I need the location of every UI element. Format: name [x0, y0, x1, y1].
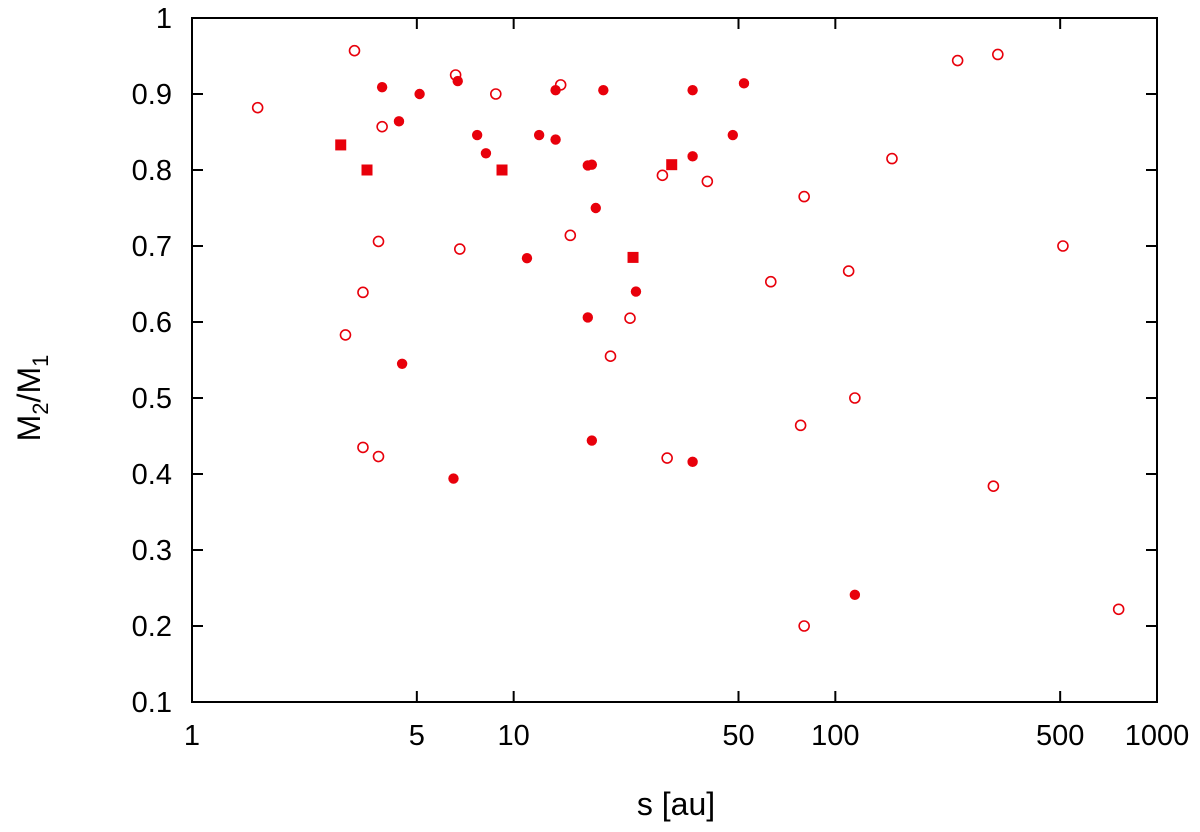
- x-axis-label: s [au]: [637, 786, 715, 822]
- filled-circle-point: [582, 312, 593, 323]
- open-circle-point: [764, 275, 777, 288]
- filled-circle-point: [448, 473, 459, 484]
- open-circle-point: [251, 101, 264, 114]
- y-tick-label: 0.3: [132, 535, 172, 567]
- open-circle-point: [372, 235, 385, 248]
- filled-circle-point: [738, 78, 750, 89]
- y-tick-label: 0.4: [132, 459, 172, 491]
- x-tick-label: 10: [498, 720, 530, 752]
- open-circle-point: [1057, 240, 1069, 252]
- filled-circle-point: [396, 358, 408, 369]
- y-tick-label: 0.7: [132, 231, 172, 263]
- y-axis-label-sep: /M: [11, 367, 47, 403]
- open-circle-point: [842, 265, 855, 277]
- filled-circle-point: [550, 85, 561, 96]
- filled-circle-point: [521, 252, 533, 264]
- open-circle-point: [348, 44, 361, 57]
- y-axis-label: M2/M1: [11, 355, 53, 442]
- y-tick-label: 0.8: [132, 155, 172, 187]
- open-circle-point: [357, 441, 369, 454]
- y-tick-label: 1: [156, 3, 172, 35]
- open-circle-point: [357, 286, 369, 299]
- open-circle-point: [794, 419, 807, 432]
- filled-circle-point: [393, 116, 405, 127]
- filled-square-point: [666, 159, 678, 171]
- open-circle-point: [490, 88, 502, 100]
- open-circle-point: [798, 620, 810, 632]
- open-circle-point: [992, 48, 1004, 61]
- filled-circle-point: [550, 134, 561, 145]
- y-tick-label: 0.5: [132, 383, 172, 415]
- filled-circle-point: [598, 85, 609, 96]
- y-tick-label: 0.1: [132, 687, 172, 719]
- filled-circle-point: [590, 202, 601, 214]
- axis-ticks: 1 5 10 50 100 500 1000 0.1 0.2 0.3 0.4 0.5 0.6 0.7 0.8…: [132, 3, 1190, 752]
- open-circle-point: [1112, 603, 1125, 616]
- open-circle-point: [987, 480, 1000, 492]
- filled-square-point: [335, 139, 347, 151]
- plot-frame: [191, 17, 1158, 703]
- y-tick-label: 0.6: [132, 307, 172, 339]
- open-circle-point: [372, 450, 385, 463]
- open-circle-point: [376, 120, 388, 133]
- open-circle-point: [564, 229, 577, 242]
- data-points: [251, 44, 1125, 632]
- filled-square-point: [361, 164, 373, 176]
- y-axis-label-sub2: 1: [28, 355, 53, 367]
- open-circle-point: [604, 350, 617, 363]
- x-tick-label: 1: [184, 720, 200, 752]
- x-tick-label: 5: [409, 720, 425, 752]
- filled-circle-point: [687, 85, 698, 96]
- open-circle-point: [661, 452, 673, 464]
- filled-circle-point: [533, 129, 545, 141]
- filled-circle-point: [849, 589, 861, 601]
- y-axis-label-base1: M: [11, 415, 47, 442]
- open-circle-point: [798, 190, 810, 203]
- filled-circle-point: [480, 148, 492, 159]
- open-circle-point: [849, 392, 861, 404]
- filled-circle-point: [687, 151, 698, 162]
- filled-circle-point: [630, 286, 642, 297]
- filled-square-point: [627, 251, 639, 263]
- x-tick-label: 500: [1036, 720, 1084, 752]
- open-circle-point: [339, 329, 352, 341]
- open-circle-point: [951, 54, 964, 67]
- y-tick-label: 0.2: [132, 611, 172, 643]
- open-circle-point: [624, 312, 636, 325]
- open-circle-point: [701, 175, 714, 188]
- filled-square-point: [496, 164, 508, 176]
- open-circle-point: [453, 243, 466, 255]
- x-tick-label: 1000: [1125, 720, 1190, 752]
- x-tick-label: 100: [811, 720, 859, 752]
- y-axis-label-sub1: 2: [28, 402, 53, 414]
- open-circle-point: [886, 152, 898, 165]
- open-circle-point: [656, 169, 669, 182]
- filled-circle-point: [452, 75, 463, 87]
- filled-circle-point: [376, 81, 388, 93]
- filled-circle-point: [687, 456, 698, 468]
- filled-circle-point: [471, 129, 483, 141]
- filled-circle-point: [727, 129, 738, 141]
- filled-circle-point: [586, 159, 598, 170]
- y-tick-label: 0.9: [132, 79, 172, 111]
- x-tick-label: 50: [722, 720, 754, 752]
- filled-circle-point: [414, 88, 425, 100]
- filled-circle-point: [586, 435, 598, 446]
